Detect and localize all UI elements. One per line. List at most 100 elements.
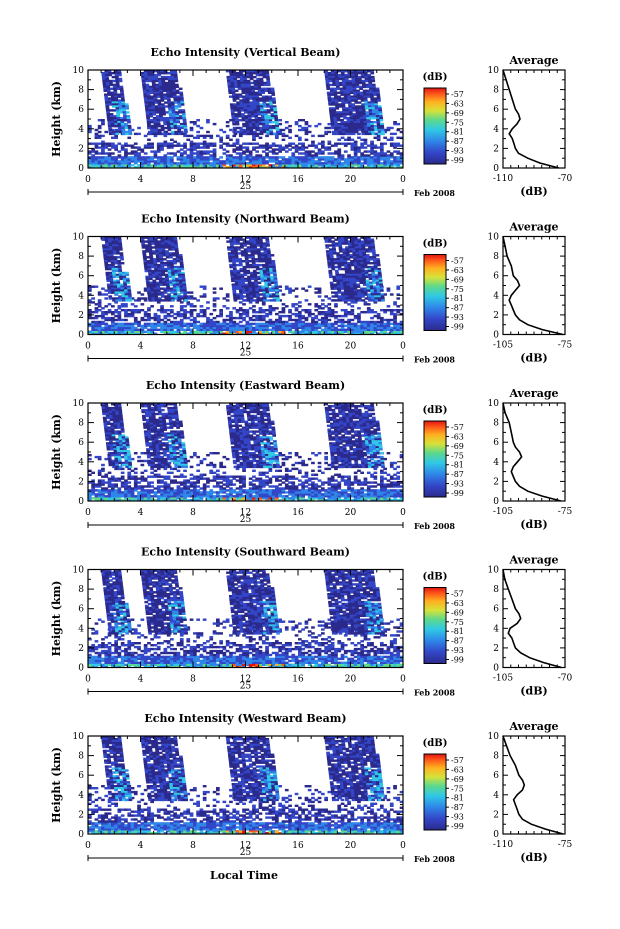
average-y-tick-label: 4 — [493, 791, 499, 801]
average-y-tick-label: 6 — [493, 105, 499, 115]
y-tick-label: 0 — [78, 331, 84, 341]
average-title: Average — [508, 720, 558, 733]
x-tick-label: 8 — [190, 508, 196, 518]
x-tick-label: 0 — [85, 841, 91, 851]
y-tick-label: 10 — [73, 566, 85, 576]
average-x-tick-label: -105 — [493, 341, 513, 351]
colorbar-tick-label: -87 — [451, 304, 464, 313]
y-tick-label: 2 — [78, 311, 84, 321]
colorbar-tick-label: -75 — [451, 618, 464, 627]
panel-title: Echo Intensity (Eastward Beam) — [146, 379, 345, 392]
average-x-tick-label: -75 — [558, 507, 573, 517]
colorbar-tick-label: -81 — [451, 294, 464, 303]
colorbar-tick-label: -69 — [451, 775, 464, 784]
y-tick-label: 8 — [78, 752, 84, 762]
y-tick-label: 0 — [78, 164, 84, 174]
average-profile-line — [502, 402, 562, 502]
average-y-tick-label: 10 — [488, 233, 500, 243]
average-y-tick-label: 4 — [493, 624, 499, 634]
average-x-tick-label: -110 — [493, 840, 513, 850]
panel-title: Echo Intensity (Northward Beam) — [141, 213, 350, 226]
colorbar-tick-label: -63 — [451, 765, 464, 774]
average-frame — [502, 402, 566, 502]
colorbar-tick-label: -81 — [451, 128, 464, 137]
colorbar-tick-label: -69 — [451, 442, 464, 451]
average-x-tick-label: -105 — [493, 507, 513, 517]
x-tick-label: 16 — [292, 675, 304, 685]
average-y-tick-label: 2 — [493, 477, 499, 487]
average-profile-line — [502, 69, 560, 169]
x-tick-label: 0 — [400, 508, 406, 518]
panel-0: Echo Intensity (Vertical Beam) 0 2 4 6 8 10 Hei… — [50, 46, 573, 198]
average-x-tick-label: -75 — [558, 840, 573, 850]
y-axis-label: Height (km) — [50, 747, 63, 823]
average-frame — [502, 69, 566, 169]
colorbar-tick-label: -57 — [451, 90, 464, 99]
x-tick-label: 0 — [400, 841, 406, 851]
colorbar — [423, 753, 447, 831]
y-axis-label: Height (km) — [50, 248, 63, 324]
average-y-tick-label: 8 — [493, 252, 499, 262]
average-y-tick-label: 10 — [488, 399, 500, 409]
colorbar-unit: (dB) — [423, 405, 448, 416]
x-tick-label: 4 — [138, 508, 144, 518]
x-tick-label: 0 — [85, 508, 91, 518]
colorbar — [423, 87, 447, 165]
x-tick-label: 8 — [190, 841, 196, 851]
colorbar-tick-label: -87 — [451, 637, 464, 646]
y-tick-label: 10 — [73, 233, 85, 243]
average-y-tick-label: 6 — [493, 771, 499, 781]
x-tick-label: 20 — [345, 508, 357, 518]
x-tick-label: 12 — [240, 175, 251, 185]
y-tick-label: 2 — [78, 644, 84, 654]
average-x-label: (dB) — [520, 851, 547, 864]
day-label: 25 — [240, 515, 252, 525]
colorbar-tick-label: -87 — [451, 803, 464, 812]
heatmap-cells — [88, 236, 404, 335]
x-tick-label: 16 — [292, 342, 304, 352]
x-tick-label: 12 — [240, 508, 251, 518]
average-y-tick-label: 6 — [493, 272, 499, 282]
y-tick-label: 8 — [78, 585, 84, 595]
colorbar-tick-label: -63 — [451, 99, 464, 108]
x-tick-label: 8 — [190, 342, 196, 352]
x-tick-label: 12 — [240, 841, 251, 851]
average-y-tick-label: 0 — [493, 664, 499, 674]
average-y-tick-label: 2 — [493, 644, 499, 654]
average-y-tick-label: 8 — [493, 585, 499, 595]
x-tick-label: 20 — [345, 342, 357, 352]
colorbar — [423, 420, 447, 498]
average-y-tick-label: 4 — [493, 291, 499, 301]
colorbar-tick-label: -93 — [451, 313, 464, 322]
average-y-tick-label: 4 — [493, 458, 499, 468]
average-y-tick-label: 0 — [493, 331, 499, 341]
month-label: Feb 2008 — [414, 688, 455, 698]
y-tick-label: 10 — [73, 732, 85, 742]
y-tick-label: 4 — [78, 125, 84, 135]
panel-title: Echo Intensity (Vertical Beam) — [150, 46, 340, 59]
panel-3: Echo Intensity (Southward Beam) 0 2 4 6 8 10 He… — [50, 546, 573, 698]
y-tick-label: 0 — [78, 497, 84, 507]
colorbar — [423, 254, 447, 331]
day-label: 25 — [240, 682, 252, 692]
colorbar-tick-label: -99 — [451, 822, 464, 831]
x-tick-label: 0 — [85, 175, 91, 185]
average-y-tick-label: 2 — [493, 810, 499, 820]
y-axis-label: Height (km) — [50, 81, 63, 157]
y-axis-label: Height (km) — [50, 414, 63, 490]
average-y-tick-label: 6 — [493, 438, 499, 448]
x-tick-label: 0 — [400, 175, 406, 185]
colorbar-tick-label: -57 — [451, 590, 464, 599]
average-frame — [502, 568, 566, 669]
x-tick-label: 4 — [138, 675, 144, 685]
average-profile-line — [502, 236, 564, 336]
average-x-label: (dB) — [520, 185, 547, 198]
colorbar-tick-label: -63 — [451, 432, 464, 441]
average-y-tick-label: 8 — [493, 86, 499, 96]
colorbar-tick-label: -99 — [451, 656, 464, 665]
x-tick-label: 8 — [190, 675, 196, 685]
average-x-label: (dB) — [520, 518, 547, 531]
average-title: Average — [508, 54, 558, 67]
y-tick-label: 6 — [78, 105, 84, 115]
panel-1: Echo Intensity (Northward Beam) 0 2 4 6 8 10 He… — [50, 213, 573, 365]
